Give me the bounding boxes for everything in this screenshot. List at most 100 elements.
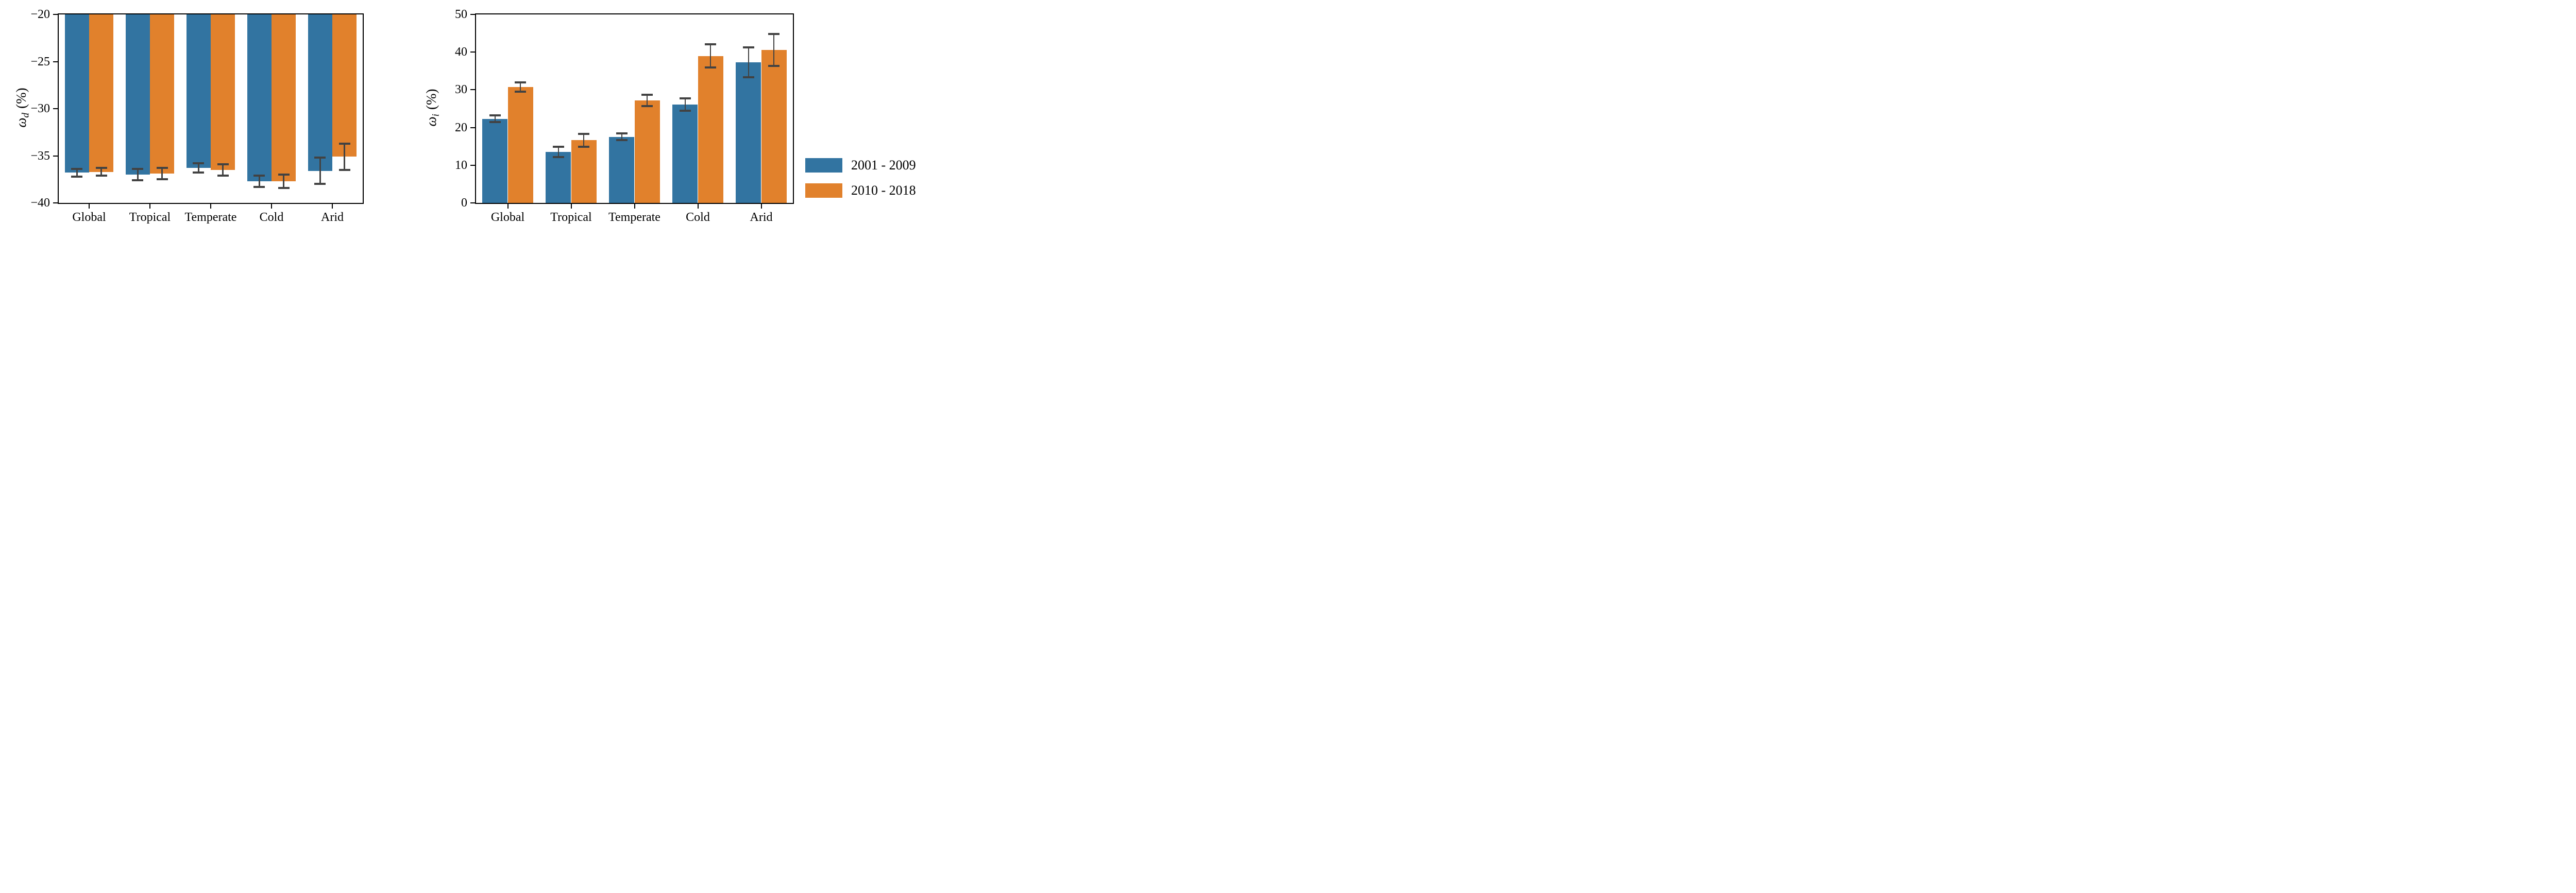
error-bar-cap bbox=[217, 174, 229, 177]
error-bar-cap bbox=[156, 178, 168, 181]
y-tick-mark bbox=[53, 108, 58, 109]
x-tick-label: Cold bbox=[259, 211, 284, 224]
error-bar-cap bbox=[641, 105, 653, 107]
bar-2010-2018-temperate bbox=[634, 100, 660, 203]
y-tick-mark bbox=[470, 127, 475, 128]
x-tick-mark bbox=[149, 204, 150, 209]
error-bar-line bbox=[161, 168, 163, 180]
error-bar-cap bbox=[132, 168, 144, 170]
bar-2010-2018-arid bbox=[332, 14, 357, 157]
figure: ωd(%) ωi(%) 2001 - 2009 2010 - 2018 −20−… bbox=[0, 0, 940, 224]
bar-2001-2009-tropical bbox=[125, 14, 150, 175]
error-bar-cap bbox=[314, 183, 326, 185]
x-tick-label: Temperate bbox=[184, 211, 237, 224]
error-bar-cap bbox=[489, 121, 501, 124]
x-tick-mark bbox=[507, 204, 509, 209]
plot-area-omega-d bbox=[58, 13, 364, 204]
y-tick-label: 0 bbox=[461, 196, 467, 210]
error-bar-line bbox=[76, 169, 78, 177]
error-bar-line bbox=[344, 143, 345, 170]
error-bar-cap bbox=[193, 171, 205, 174]
x-tick-label: Tropical bbox=[129, 211, 171, 224]
error-bar-cap bbox=[552, 145, 564, 148]
error-bar-line bbox=[748, 47, 750, 77]
error-bar-line bbox=[773, 34, 775, 66]
legend-swatch-2001-2009 bbox=[805, 158, 842, 173]
error-bar-cap bbox=[515, 91, 527, 93]
bar-2001-2009-global bbox=[64, 14, 89, 173]
y-tick-mark bbox=[53, 61, 58, 62]
bar-2010-2018-cold bbox=[698, 56, 723, 203]
x-tick-mark bbox=[332, 204, 333, 209]
omega-subscript: i bbox=[430, 114, 442, 117]
x-tick-mark bbox=[210, 204, 211, 209]
x-tick-mark bbox=[89, 204, 90, 209]
error-bar-cap bbox=[705, 43, 717, 45]
bar-2001-2009-cold bbox=[247, 14, 272, 181]
x-tick-label: Arid bbox=[750, 211, 773, 224]
error-bar-cap bbox=[95, 167, 107, 169]
error-bar-cap bbox=[253, 185, 265, 188]
y-tick-label: 20 bbox=[455, 121, 467, 134]
error-bar-line bbox=[621, 133, 623, 141]
error-bar-line bbox=[259, 175, 260, 187]
y-tick-label: −40 bbox=[30, 196, 50, 210]
error-bar-line bbox=[198, 163, 199, 173]
x-tick-mark bbox=[271, 204, 272, 209]
y-tick-mark bbox=[470, 89, 475, 91]
y-tick-label: 30 bbox=[455, 83, 467, 97]
x-tick-mark bbox=[697, 204, 699, 209]
error-bar-cap bbox=[489, 114, 501, 117]
y-tick-mark bbox=[470, 14, 475, 15]
x-tick-mark bbox=[570, 204, 572, 209]
bar-2010-2018-global bbox=[507, 87, 533, 203]
error-bar-cap bbox=[278, 174, 290, 176]
error-bar-cap bbox=[314, 157, 326, 159]
legend-label-2010-2018: 2010 - 2018 bbox=[851, 183, 916, 198]
error-bar-line bbox=[583, 134, 585, 147]
legend-item-2010-2018: 2010 - 2018 bbox=[805, 183, 916, 198]
y-tick-mark bbox=[53, 202, 58, 203]
y-tick-mark bbox=[470, 202, 475, 203]
bar-2010-2018-arid bbox=[761, 49, 787, 203]
error-bar-line bbox=[519, 82, 521, 92]
y-tick-label: 50 bbox=[455, 8, 467, 21]
bar-2010-2018-tropical bbox=[571, 140, 597, 203]
x-tick-mark bbox=[760, 204, 762, 209]
error-bar-cap bbox=[338, 142, 350, 145]
error-bar-cap bbox=[705, 66, 717, 69]
error-bar-cap bbox=[768, 33, 780, 36]
x-tick-label: Arid bbox=[321, 211, 344, 224]
error-bar-cap bbox=[95, 174, 107, 177]
x-tick-label: Tropical bbox=[550, 211, 592, 224]
error-bar-cap bbox=[515, 81, 527, 84]
bar-2001-2009-global bbox=[482, 118, 508, 203]
error-bar-line bbox=[557, 146, 560, 158]
plot-area-omega-i bbox=[475, 13, 794, 204]
error-bar-cap bbox=[71, 168, 83, 170]
error-bar-cap bbox=[616, 139, 628, 142]
error-bar-line bbox=[319, 158, 321, 184]
error-bar-cap bbox=[616, 132, 628, 135]
y-tick-label: −25 bbox=[30, 55, 50, 68]
x-tick-label: Global bbox=[72, 211, 106, 224]
error-bar-cap bbox=[768, 64, 780, 67]
y-tick-label: −20 bbox=[30, 8, 50, 21]
y-tick-mark bbox=[53, 155, 58, 157]
error-bar-cap bbox=[71, 175, 83, 178]
error-bar-cap bbox=[742, 76, 754, 78]
bar-2010-2018-global bbox=[89, 14, 114, 172]
bar-2010-2018-temperate bbox=[211, 14, 235, 170]
y-tick-mark bbox=[470, 51, 475, 53]
error-bar-line bbox=[283, 175, 284, 188]
error-bar-line bbox=[137, 169, 139, 181]
error-bar-line bbox=[222, 164, 224, 176]
error-bar-cap bbox=[742, 46, 754, 49]
y-tick-mark bbox=[470, 164, 475, 166]
bar-2001-2009-temperate bbox=[609, 136, 635, 203]
error-bar-cap bbox=[253, 174, 265, 177]
error-bar-cap bbox=[156, 167, 168, 169]
error-bar-cap bbox=[338, 168, 350, 171]
legend-item-2001-2009: 2001 - 2009 bbox=[805, 158, 916, 173]
error-bar-line bbox=[646, 94, 648, 106]
